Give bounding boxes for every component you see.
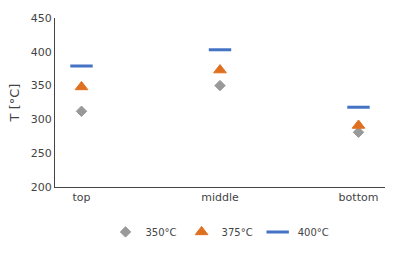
svg-text:top: top xyxy=(72,191,90,204)
svg-text:bottom: bottom xyxy=(339,191,379,204)
svg-text:400°C: 400°C xyxy=(298,227,329,238)
svg-text:375°C: 375°C xyxy=(222,227,253,238)
svg-text:200: 200 xyxy=(31,181,52,194)
svg-text:400: 400 xyxy=(31,46,52,59)
svg-text:350°C: 350°C xyxy=(146,227,177,238)
svg-text:T [°C]: T [°C] xyxy=(7,84,22,123)
svg-text:middle: middle xyxy=(201,191,239,204)
svg-text:350: 350 xyxy=(31,79,52,92)
svg-text:450: 450 xyxy=(31,12,52,25)
svg-text:250: 250 xyxy=(31,147,52,160)
svg-text:300: 300 xyxy=(31,113,52,126)
